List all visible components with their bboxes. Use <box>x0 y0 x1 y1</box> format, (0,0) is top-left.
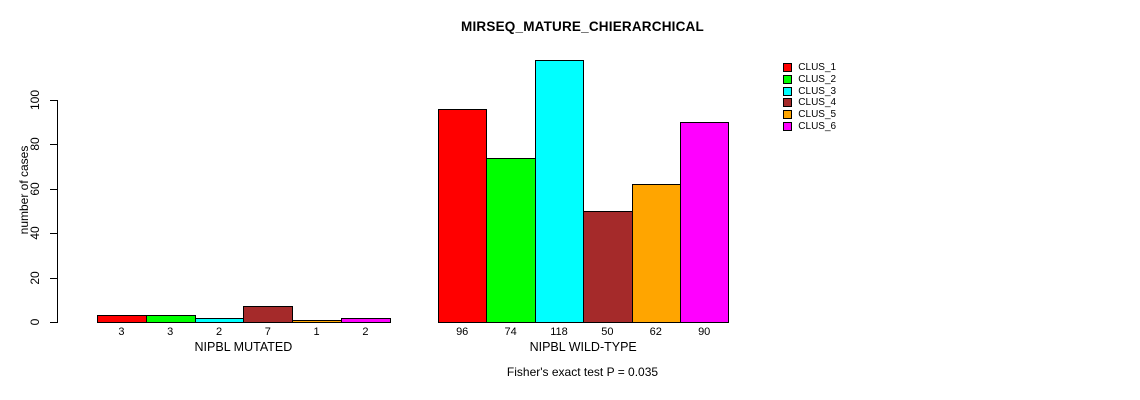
y-tick <box>50 277 57 279</box>
legend-swatch-clus-3 <box>783 86 793 96</box>
legend-swatch-clus-2 <box>783 74 793 85</box>
bar-value-label: 96 <box>456 326 469 338</box>
bar-nipbl-wild-type-clus-6 <box>680 122 730 323</box>
bar-nipbl-mutated-clus-2 <box>145 315 196 323</box>
legend-item-clus-5: CLUS_5 <box>783 109 836 121</box>
legend-item-clus-6: CLUS_6 <box>783 120 836 132</box>
legend-label: CLUS_4 <box>798 97 837 109</box>
legend-swatch-clus-4 <box>783 98 793 108</box>
bar-nipbl-mutated-clus-5 <box>292 319 342 323</box>
bar-nipbl-mutated-clus-4 <box>243 306 294 323</box>
bar-nipbl-wild-type-clus-3 <box>534 60 585 323</box>
bar-value-label: 74 <box>504 326 517 338</box>
y-tick-label: 0 <box>28 318 42 326</box>
x-group-label-nipbl-mutated: NIPBL MUTATED <box>194 340 293 354</box>
legend-label: CLUS_1 <box>798 62 837 74</box>
y-tick <box>50 188 57 190</box>
legend-label: CLUS_6 <box>798 120 837 132</box>
bar-nipbl-wild-type-clus-1 <box>438 108 488 323</box>
bar-nipbl-wild-type-clus-5 <box>631 184 681 323</box>
bar-nipbl-wild-type-clus-2 <box>486 157 536 323</box>
legend-item-clus-4: CLUS_4 <box>783 97 836 109</box>
y-tick <box>50 322 57 323</box>
legend-item-clus-1: CLUS_1 <box>783 62 836 74</box>
bar-value-label: 62 <box>649 326 662 338</box>
x-group-label-nipbl-wild-type: NIPBL WILD-TYPE <box>529 340 637 354</box>
legend-label: CLUS_2 <box>798 73 837 85</box>
legend-swatch-clus-6 <box>783 121 793 131</box>
bar-value-label: 1 <box>313 326 320 338</box>
legend-swatch-clus-5 <box>783 109 793 120</box>
bar-value-label: 50 <box>601 326 614 338</box>
bar-value-label: 3 <box>167 326 174 338</box>
bar-value-label: 3 <box>118 326 125 338</box>
y-tick-label: 40 <box>28 226 42 240</box>
bar-value-label: 2 <box>362 326 369 338</box>
y-tick-label: 20 <box>28 270 42 285</box>
bar-value-label: 90 <box>698 326 711 338</box>
y-tick <box>50 100 57 101</box>
bar-value-label: 7 <box>264 326 271 338</box>
legend-label: CLUS_5 <box>798 109 837 120</box>
legend-label: CLUS_3 <box>798 85 837 97</box>
bar-nipbl-mutated-clus-1 <box>97 315 147 323</box>
bar-nipbl-mutated-clus-6 <box>341 317 391 323</box>
y-tick-label: 60 <box>28 182 42 196</box>
bar-value-label: 2 <box>215 326 223 338</box>
legend: CLUS_1 CLUS_2 CLUS_3 CLUS_4 CLUS_5 CLUS_6 <box>783 62 853 136</box>
y-tick <box>50 144 57 146</box>
annotation-fisher-test: Fisher's exact test P = 0.035 <box>506 365 659 379</box>
legend-item-clus-2: CLUS_2 <box>783 74 836 86</box>
y-tick-label: 100 <box>28 89 42 111</box>
bar-nipbl-mutated-clus-3 <box>194 317 245 323</box>
y-tick <box>50 233 57 235</box>
bar-nipbl-wild-type-clus-4 <box>583 211 633 323</box>
chart-title: MIRSEQ_MATURE_CHIERARCHICAL <box>461 19 704 34</box>
bar-value-label: 118 <box>550 326 568 338</box>
y-axis-line <box>57 100 58 323</box>
legend-swatch-clus-1 <box>783 63 793 73</box>
legend-item-clus-3: CLUS_3 <box>783 85 836 97</box>
y-tick-label: 80 <box>28 137 42 152</box>
